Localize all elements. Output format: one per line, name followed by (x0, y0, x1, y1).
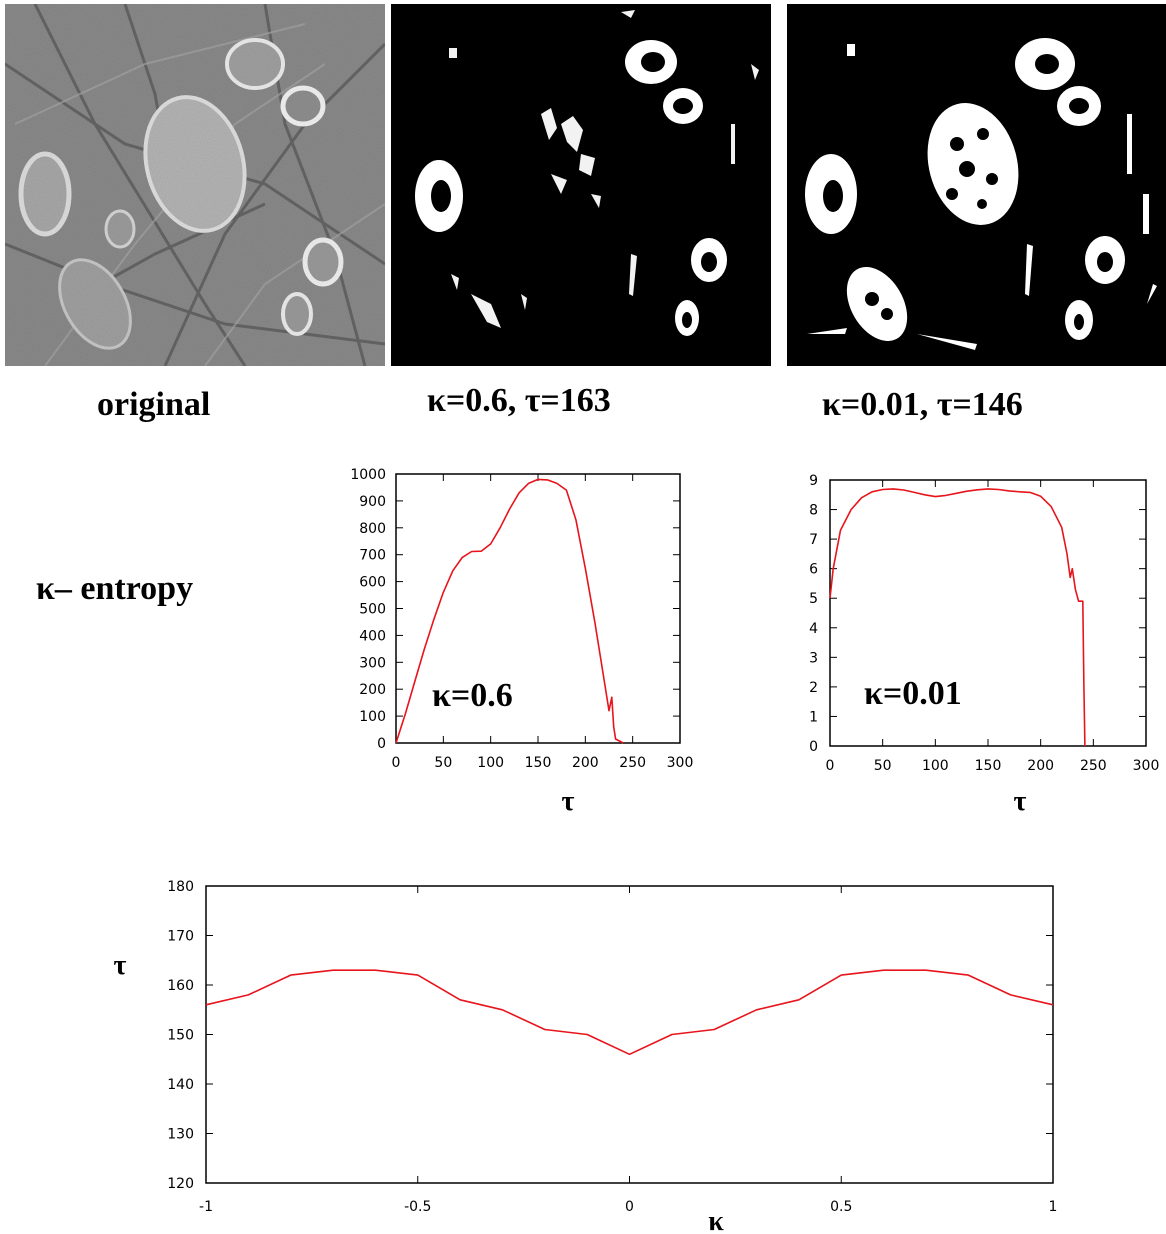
x-tick-label: 100 (477, 755, 504, 771)
x-tick-label: 100 (922, 758, 949, 774)
x-axis-label: κ (708, 1206, 724, 1234)
y-tick-label: 4 (809, 621, 818, 637)
y-tick-label: 7 (809, 532, 818, 548)
y-tick-label: 120 (167, 1176, 194, 1192)
x-tick-label: 200 (572, 755, 599, 771)
y-tick-label: 1 (809, 709, 818, 725)
y-tick-label: 9 (809, 473, 818, 489)
series-line (395, 478, 624, 744)
y-tick-label: 300 (359, 655, 386, 671)
x-tick-label: 250 (1080, 758, 1107, 774)
x-tick-label: 150 (975, 758, 1002, 774)
y-axis-label: τ (114, 950, 127, 981)
y-tick-label: 700 (359, 548, 386, 564)
kappa-0.6-threshold-image (391, 4, 771, 366)
y-tick-label: 0 (809, 739, 818, 755)
y-tick-label: 200 (359, 682, 386, 698)
series-line (205, 969, 1054, 1056)
x-tick-label: 0.5 (830, 1199, 852, 1215)
y-tick-label: 160 (167, 978, 194, 994)
x-tick-label: 300 (667, 755, 694, 771)
y-tick-label: 140 (167, 1077, 194, 1093)
y-tick-label: 0 (377, 736, 386, 752)
x-tick-label: 0 (392, 755, 401, 771)
y-tick-label: 170 (167, 929, 194, 945)
x-tick-label: -0.5 (404, 1199, 431, 1215)
caption-original: original (97, 386, 211, 423)
kappa-0.01-threshold-image (787, 4, 1166, 366)
y-tick-label: 180 (167, 879, 194, 895)
row-label-kappa-entropy: κ– entropy (36, 570, 194, 607)
y-tick-label: 500 (359, 602, 386, 618)
x-axis-label: τ (1014, 786, 1027, 817)
x-tick-label: 300 (1133, 758, 1160, 774)
entropy-chart-kappa-0.01: 0 1 2 3 4 5 6 7 8 9 0 50 100 150 200 250 300 τ κ=0.01 (760, 460, 1166, 820)
chart-annotation: κ=0.01 (864, 675, 962, 712)
caption-kappa-0.01: κ=0.01, τ=146 (822, 386, 1023, 423)
plot-frame (205, 885, 1054, 1184)
y-tick-label: 3 (809, 650, 818, 666)
x-tick-label: 150 (525, 755, 552, 771)
caption-kappa-0.6: κ=0.6, τ=163 (427, 382, 611, 419)
y-tick-label: 150 (167, 1028, 194, 1044)
y-tick-label: 900 (359, 494, 386, 510)
y-tick-label: 6 (809, 562, 818, 578)
y-tick-label: 2 (809, 680, 818, 696)
x-tick-label: 50 (434, 755, 452, 771)
x-tick-label: -1 (199, 1199, 213, 1215)
x-tick-label: 50 (874, 758, 892, 774)
series-line (829, 488, 1086, 747)
y-tick-label: 5 (809, 591, 818, 607)
tau-vs-kappa-chart: 120 130 140 150 160 170 180 -1 -0.5 0 0.5 1 κ τ (100, 870, 1100, 1234)
y-tick-label: 400 (359, 628, 386, 644)
x-tick-label: 0 (826, 758, 835, 774)
y-tick-label: 600 (359, 575, 386, 591)
y-tick-label: 8 (809, 503, 818, 519)
entropy-chart-kappa-0.6: 0 100 200 300 400 500 600 700 800 900 1000 0 50 100 15… (320, 460, 720, 820)
x-tick-label: 1 (1049, 1199, 1058, 1215)
y-tick-label: 1000 (350, 467, 386, 483)
chart-annotation: κ=0.6 (432, 677, 513, 714)
x-tick-label: 200 (1027, 758, 1054, 774)
y-tick-label: 130 (167, 1127, 194, 1143)
y-tick-label: 800 (359, 521, 386, 537)
x-axis-label: τ (562, 786, 575, 817)
y-tick-label: 100 (359, 709, 386, 725)
original-micrograph (5, 4, 385, 366)
x-tick-label: 250 (619, 755, 646, 771)
x-tick-label: 0 (625, 1199, 634, 1215)
